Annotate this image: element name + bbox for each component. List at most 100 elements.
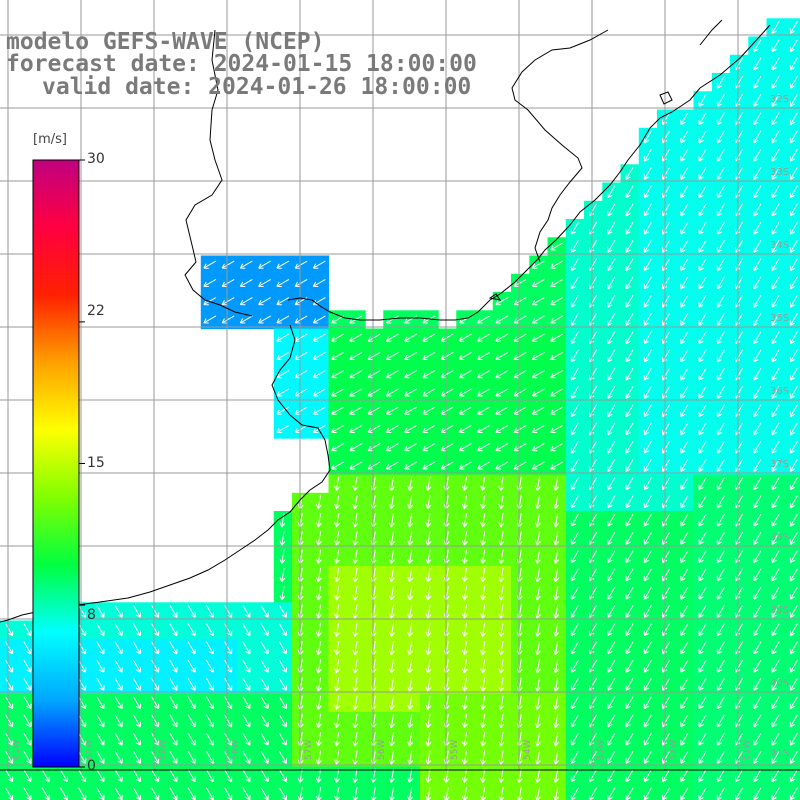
wind-arrow <box>698 568 707 582</box>
wind-arrow <box>278 714 287 728</box>
speed-cell <box>529 419 549 439</box>
speed-cell <box>273 365 293 384</box>
wind-arrow <box>680 185 689 199</box>
wind-arrow <box>5 641 14 655</box>
wind-arrow <box>553 531 560 546</box>
wind-arrow <box>753 623 762 637</box>
colorbar <box>32 159 85 768</box>
wind-arrow <box>331 424 344 433</box>
wind-arrow <box>513 424 527 433</box>
wind-arrow <box>352 531 359 546</box>
wind-arrow <box>643 367 652 381</box>
wind-arrow <box>315 677 322 692</box>
wind-arrow <box>258 278 271 287</box>
wind-arrow <box>276 406 290 415</box>
speed-cell <box>766 127 786 147</box>
wind-arrow <box>607 550 616 564</box>
speed-cell <box>657 492 676 512</box>
wind-arrow <box>607 331 616 345</box>
speed-cell <box>784 693 800 713</box>
wind-arrow <box>242 623 251 637</box>
wind-arrow <box>294 406 308 415</box>
wind-arrow <box>5 659 14 673</box>
wind-arrow <box>643 404 652 418</box>
wind-arrow <box>334 531 341 546</box>
wind-arrow <box>716 130 725 144</box>
wind-arrow <box>607 678 616 691</box>
wind-arrow <box>643 422 652 436</box>
wind-arrow <box>625 532 634 545</box>
speed-cell <box>602 346 622 366</box>
wind-arrow <box>132 732 141 746</box>
speed-cell <box>18 784 38 800</box>
wind-arrow <box>315 622 322 637</box>
speed-cell <box>657 310 676 330</box>
wind-arrow <box>458 370 472 379</box>
speed-cell <box>584 675 603 695</box>
speed-cell <box>748 529 768 549</box>
wind-arrow <box>151 641 160 655</box>
wind-arrow <box>625 586 634 600</box>
speed-cell <box>730 748 749 768</box>
speed-cell <box>456 456 476 476</box>
wind-arrow <box>570 751 579 764</box>
wind-arrow <box>294 388 308 397</box>
wind-arrow <box>78 714 87 728</box>
wind-arrow <box>367 333 381 342</box>
wind-arrow <box>607 367 616 381</box>
speed-cell <box>730 492 749 512</box>
speed-cell <box>766 419 786 439</box>
wind-arrow <box>279 531 286 546</box>
wind-arrow <box>367 351 381 360</box>
speed-cell <box>748 200 768 220</box>
wind-arrow <box>607 221 616 235</box>
wind-arrow <box>276 333 290 342</box>
wind-arrow <box>607 751 616 764</box>
wind-arrow <box>753 185 762 199</box>
wind-arrow <box>480 750 487 765</box>
speed-cell <box>310 419 330 439</box>
wind-arrow <box>771 39 780 53</box>
wind-arrow <box>789 221 798 235</box>
wind-arrow <box>278 751 287 764</box>
speed-cell <box>310 365 330 384</box>
wind-arrow <box>385 370 399 379</box>
wind-arrow <box>680 313 689 326</box>
wind-arrow <box>716 659 725 673</box>
wind-arrow <box>334 567 341 583</box>
wind-arrow <box>570 641 579 655</box>
speed-cell <box>565 602 585 622</box>
wind-arrow <box>260 714 269 728</box>
wind-arrow <box>643 167 652 180</box>
wind-arrow <box>680 605 689 618</box>
wind-arrow <box>23 751 32 764</box>
wind-arrow <box>771 678 780 691</box>
wind-arrow <box>294 370 308 379</box>
wind-arrow <box>789 532 798 545</box>
wind-arrow <box>625 313 634 326</box>
wind-arrow <box>625 367 634 381</box>
wind-arrow <box>789 39 798 53</box>
wind-arrow <box>771 751 780 764</box>
wind-arrow <box>607 714 616 728</box>
wind-arrow <box>753 148 762 162</box>
speed-cell <box>675 164 695 184</box>
speed-cell <box>730 638 749 658</box>
wind-arrow <box>224 769 233 783</box>
wind-arrow <box>312 315 326 324</box>
wind-arrow <box>224 732 233 746</box>
speed-cell <box>419 365 439 384</box>
wind-arrow <box>643 641 652 655</box>
wind-arrow <box>388 604 395 619</box>
wind-arrow <box>625 732 634 746</box>
speed-cell <box>748 419 768 439</box>
wind-arrow <box>352 732 359 747</box>
wind-arrow <box>789 769 798 783</box>
wind-arrow <box>297 768 304 783</box>
speed-cell <box>529 438 549 457</box>
speed-cell <box>456 401 476 421</box>
wind-arrow <box>789 331 798 345</box>
wind-arrow <box>753 422 762 436</box>
wind-arrow <box>789 167 798 180</box>
